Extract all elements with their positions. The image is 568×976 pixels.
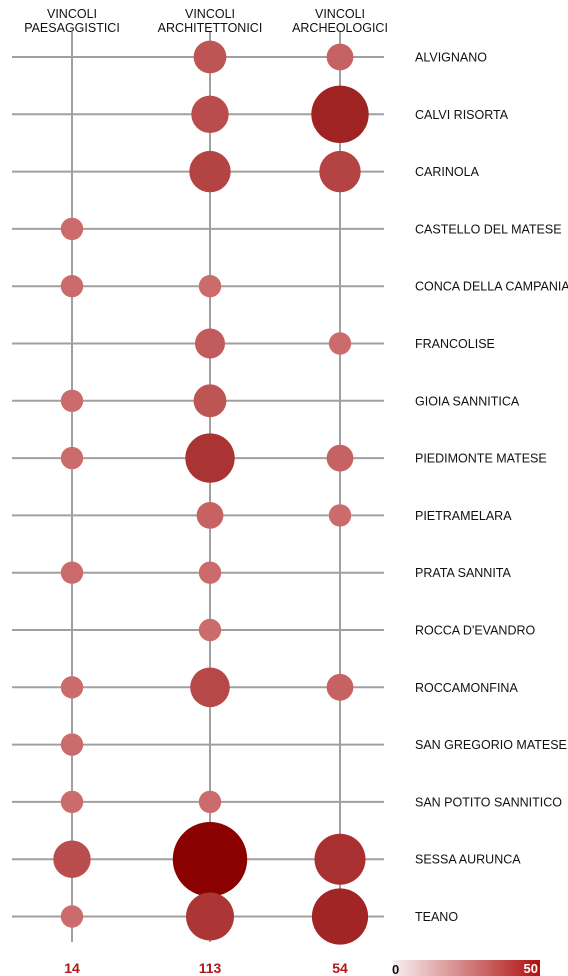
bubble <box>60 676 84 699</box>
bubble <box>198 275 222 298</box>
row-label: PIEDIMONTE MATESE <box>415 452 547 466</box>
bubble <box>60 561 84 584</box>
bubble <box>186 892 234 941</box>
row-label: TEANO <box>415 910 458 924</box>
row-label: CONCA DELLA CAMPANIA <box>415 280 568 294</box>
column-header: VINCOLI PAESAGGISTICI <box>24 7 120 35</box>
bubble <box>193 384 227 418</box>
bubbles <box>53 40 369 945</box>
column-header-line: VINCOLI <box>47 7 97 21</box>
column-total: 113 <box>199 960 222 976</box>
bubble <box>189 150 231 193</box>
bubble <box>314 833 366 885</box>
bubble <box>172 822 248 897</box>
bubble <box>319 150 361 193</box>
bubble <box>60 905 84 928</box>
row-label: SESSA AURUNCA <box>415 853 521 867</box>
row-label: ROCCA D'EVANDRO <box>415 624 536 638</box>
column-header-line: VINCOLI <box>185 7 235 21</box>
column-total: 14 <box>64 960 80 976</box>
column-header-line: ARCHITETTONICI <box>158 21 263 35</box>
row-label: CALVI RISORTA <box>415 108 509 122</box>
legend-max-label: 50 <box>524 961 538 976</box>
column-header-line: ARCHEOLOGICI <box>292 21 388 35</box>
bubble <box>60 275 84 298</box>
row-label: FRANCOLISE <box>415 337 495 351</box>
bubble <box>193 40 227 74</box>
legend-gradient-bar <box>393 960 540 976</box>
bubble <box>196 502 224 529</box>
bubble <box>60 389 84 412</box>
bubble <box>60 733 84 756</box>
row-label: SAN GREGORIO MATESE <box>415 738 567 752</box>
bubble <box>326 444 354 472</box>
bubble <box>198 790 222 814</box>
column-totals: 14 113 54 <box>64 960 348 976</box>
bubble <box>311 888 369 945</box>
row-label: CARINOLA <box>415 165 480 179</box>
bubble <box>326 673 354 701</box>
legend-min-label: 0 <box>392 962 399 976</box>
row-label: PRATA SANNITA <box>415 566 512 580</box>
bubble <box>191 95 229 133</box>
bubble <box>198 561 222 584</box>
row-label: PIETRAMELARA <box>415 509 512 523</box>
color-legend: 0 50 <box>392 960 540 976</box>
row-labels: ALVIGNANO CALVI RISORTA CARINOLA CASTELLO D… <box>415 51 568 925</box>
bubble <box>195 328 225 359</box>
bubble <box>328 504 352 527</box>
column-header: VINCOLI ARCHITETTONICI <box>158 7 263 35</box>
column-header: VINCOLI ARCHEOLOGICI <box>292 7 388 35</box>
bubble <box>60 790 84 814</box>
column-header-line: VINCOLI <box>315 7 365 21</box>
bubble <box>53 840 91 878</box>
row-label: CASTELLO DEL MATESE <box>415 222 562 236</box>
column-header-line: PAESAGGISTICI <box>24 21 120 35</box>
bubble <box>60 217 84 241</box>
bubble <box>198 618 222 642</box>
bubble <box>60 446 84 470</box>
bubble <box>185 433 235 483</box>
column-total: 54 <box>332 960 348 976</box>
bubble <box>326 43 354 71</box>
bubble <box>311 85 369 143</box>
bubble <box>190 667 230 708</box>
row-label: SAN POTITO SANNITICO <box>415 795 562 809</box>
row-label: ROCCAMONFINA <box>415 681 518 695</box>
bubble <box>328 332 352 355</box>
row-label: GIOIA SANNITICA <box>415 394 520 408</box>
row-label: ALVIGNANO <box>415 51 487 65</box>
